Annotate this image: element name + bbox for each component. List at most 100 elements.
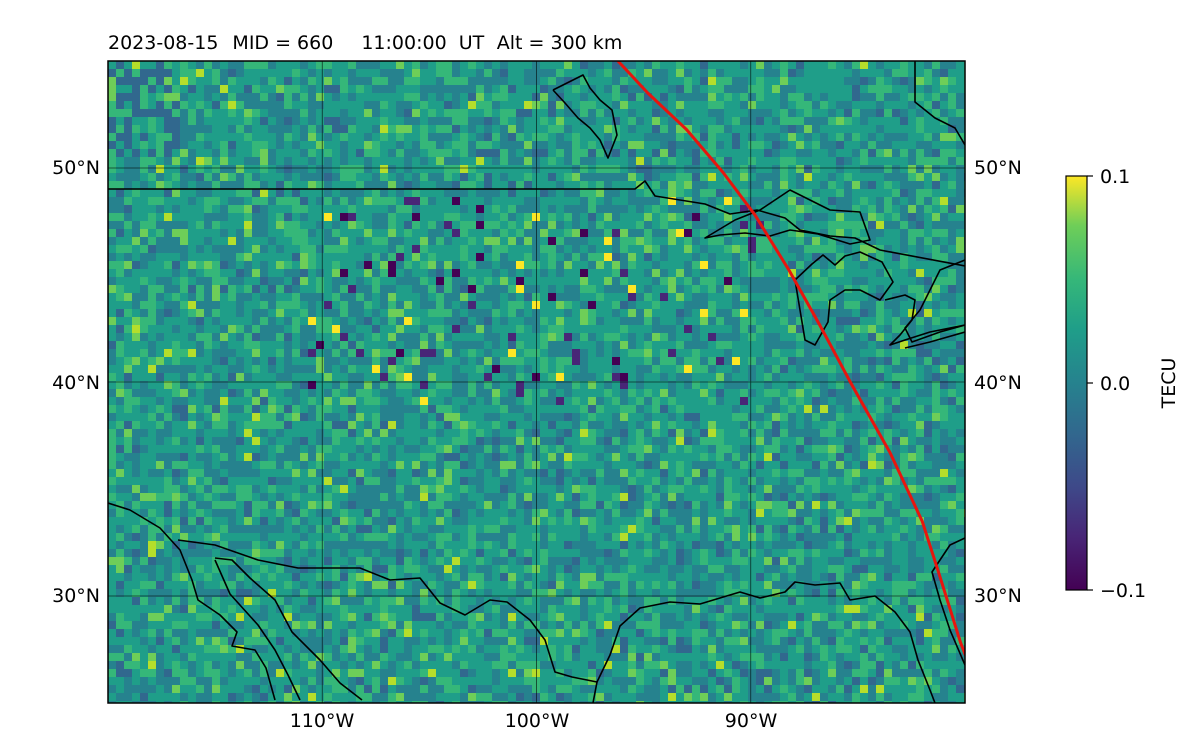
field-cell: [548, 413, 556, 421]
field-cell: [276, 389, 284, 397]
field-cell: [492, 309, 500, 317]
field-cell: [692, 205, 700, 213]
field-cell: [324, 125, 332, 133]
field-cell: [476, 109, 484, 117]
field-cell: [772, 117, 780, 125]
field-cell: [644, 77, 652, 85]
field-cell: [596, 389, 604, 397]
field-cell: [348, 365, 356, 373]
field-cell: [452, 293, 460, 301]
field-cell: [900, 269, 908, 277]
field-cell: [292, 237, 300, 245]
field-cell: [836, 301, 844, 309]
field-cell: [740, 125, 748, 133]
field-cell: [220, 405, 228, 413]
field-cell: [340, 197, 348, 205]
field-cell: [228, 429, 236, 437]
field-cell: [364, 333, 372, 341]
field-cell: [620, 293, 628, 301]
field-cell: [740, 237, 748, 245]
field-cell: [676, 333, 684, 341]
field-cell: [156, 125, 164, 133]
field-cell: [388, 77, 396, 85]
field-cell: [572, 333, 580, 341]
field-cell: [932, 93, 940, 101]
field-cell: [652, 381, 660, 389]
field-cell: [604, 253, 612, 261]
field-cell: [388, 109, 396, 117]
field-cell: [716, 85, 724, 93]
field-cell: [524, 77, 532, 85]
field-cell: [812, 325, 820, 333]
field-cell: [612, 333, 620, 341]
field-cell: [868, 325, 876, 333]
field-cell: [740, 365, 748, 373]
field-cell: [548, 245, 556, 253]
field-cell: [188, 165, 196, 173]
field-cell: [436, 357, 444, 365]
field-cell: [836, 197, 844, 205]
field-cell: [652, 165, 660, 173]
field-cell: [372, 269, 380, 277]
field-cell: [804, 413, 812, 421]
field-cell: [516, 325, 524, 333]
field-cell: [124, 93, 132, 101]
field-cell: [580, 61, 588, 69]
field-cell: [156, 429, 164, 437]
field-cell: [620, 197, 628, 205]
field-cell: [316, 325, 324, 333]
field-cell: [804, 85, 812, 93]
field-cell: [372, 149, 380, 157]
field-cell: [652, 117, 660, 125]
field-cell: [332, 221, 340, 229]
field-cell: [276, 157, 284, 165]
field-cell: [844, 293, 852, 301]
field-cell: [764, 285, 772, 293]
field-cell: [220, 245, 228, 253]
field-cell: [644, 341, 652, 349]
field-cell: [748, 357, 756, 365]
field-cell: [452, 221, 460, 229]
field-cell: [828, 357, 836, 365]
field-cell: [780, 389, 788, 397]
field-cell: [420, 381, 428, 389]
field-cell: [364, 269, 372, 277]
field-cell: [324, 397, 332, 405]
field-cell: [284, 389, 292, 397]
field-cell: [852, 269, 860, 277]
field-cell: [212, 101, 220, 109]
field-cell: [572, 261, 580, 269]
field-cell: [900, 229, 908, 237]
field-cell: [452, 349, 460, 357]
field-cell: [148, 405, 156, 413]
field-cell: [668, 157, 676, 165]
field-cell: [236, 309, 244, 317]
field-cell: [180, 189, 188, 197]
field-cell: [468, 205, 476, 213]
field-cell: [556, 109, 564, 117]
field-cell: [476, 293, 484, 301]
field-cell: [140, 349, 148, 357]
field-cell: [348, 109, 356, 117]
field-cell: [820, 133, 828, 141]
field-cell: [892, 149, 900, 157]
field-cell: [364, 397, 372, 405]
field-cell: [124, 277, 132, 285]
field-cell: [556, 125, 564, 133]
field-cell: [708, 373, 716, 381]
field-cell: [188, 149, 196, 157]
field-cell: [796, 413, 804, 421]
field-cell: [548, 389, 556, 397]
field-cell: [356, 85, 364, 93]
field-cell: [356, 197, 364, 205]
field-cell: [732, 245, 740, 253]
field-cell: [644, 157, 652, 165]
field-cell: [956, 61, 964, 69]
field-cell: [908, 373, 916, 381]
field-cell: [196, 349, 204, 357]
field-cell: [572, 317, 580, 325]
field-cell: [140, 205, 148, 213]
field-cell: [404, 405, 412, 413]
field-cell: [732, 413, 740, 421]
field-cell: [588, 381, 596, 389]
